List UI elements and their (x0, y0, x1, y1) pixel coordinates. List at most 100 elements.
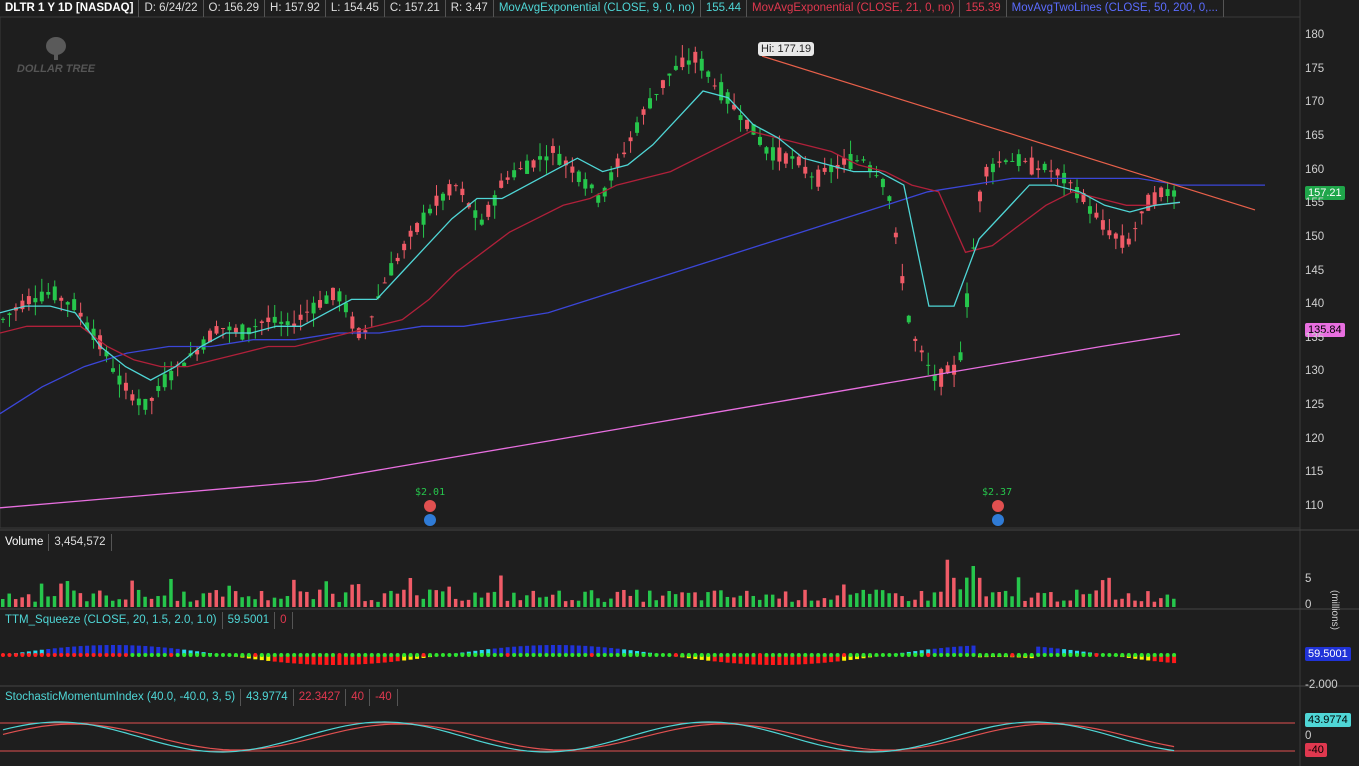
squeeze-dot (402, 653, 407, 657)
volume-bar (130, 580, 134, 607)
volume-label[interactable]: Volume (0, 534, 50, 551)
squeeze-bar (945, 647, 950, 655)
squeeze-dot (867, 653, 872, 657)
chart-header: DLTR 1 Y 1D [NASDAQ] D: 6/24/22 O: 156.2… (0, 0, 1224, 17)
squeeze-bar (382, 655, 387, 663)
candle-body (1165, 189, 1170, 196)
squeeze-label[interactable]: TTM_Squeeze (CLOSE, 20, 1.5, 2.0, 1.0) (0, 612, 223, 629)
squeeze-bar (958, 646, 963, 655)
squeeze-bar (751, 655, 756, 665)
squeeze-dot (363, 653, 368, 657)
price-tick: 135 (1305, 331, 1325, 344)
candle-body (576, 171, 581, 183)
volume-bar (719, 590, 723, 607)
squeeze-bar (318, 655, 323, 665)
candle-body (732, 104, 737, 110)
squeeze-dot (110, 653, 115, 657)
candle-body (1, 318, 5, 320)
candle-body (1100, 220, 1105, 230)
squeeze-bar (732, 655, 737, 664)
smi-label[interactable]: StochasticMomentumIndex (40.0, -40.0, 3,… (0, 689, 242, 706)
squeeze-bar (796, 655, 801, 665)
candle-body (712, 85, 717, 87)
volume-bar (428, 589, 432, 607)
volume-bar (1094, 590, 1098, 607)
volume-bar (867, 593, 872, 607)
squeeze-bar (292, 655, 297, 664)
squeeze-bar (59, 647, 64, 655)
squeeze-dot (253, 653, 258, 657)
squeeze-bar (602, 647, 607, 655)
volume-tick-5: 5 (1305, 573, 1312, 585)
squeeze-dot (408, 653, 413, 657)
squeeze-dot (1139, 653, 1144, 657)
squeeze-dot (803, 653, 808, 657)
squeeze-dot (990, 653, 995, 657)
squeeze-bar (65, 647, 70, 655)
volume-bar (686, 592, 691, 607)
volume-bar (984, 596, 988, 607)
volume-bar (149, 598, 154, 607)
squeeze-bar (1055, 648, 1060, 655)
squeeze-dot (188, 653, 193, 657)
squeeze-bar (757, 655, 762, 665)
candle-body (628, 137, 633, 142)
candle-body (751, 124, 756, 135)
volume-bar (570, 600, 574, 607)
squeeze-dot (233, 653, 238, 657)
squeeze-dot (738, 653, 743, 657)
candle-body (59, 297, 64, 301)
squeeze-bar (182, 649, 187, 655)
volume-bar (104, 595, 109, 607)
volume-bar (945, 559, 950, 607)
volume-bar (363, 601, 367, 607)
volume-bar (648, 590, 652, 607)
candle-body (324, 295, 329, 304)
ema21-label[interactable]: MovAvgExponential (CLOSE, 21, 0, no) (747, 0, 961, 17)
volume-bar (337, 601, 341, 607)
squeeze-bar (835, 655, 840, 662)
squeeze-dot (440, 653, 445, 657)
smi-v2: 22.3427 (294, 689, 347, 706)
squeeze-bar (376, 655, 381, 664)
candle-body (20, 300, 25, 310)
volume-bar (906, 601, 911, 607)
ema9-label[interactable]: MovAvgExponential (CLOSE, 9, 0, no) (494, 0, 701, 17)
squeeze-bar (615, 648, 620, 655)
squeeze-bar (738, 655, 743, 664)
volume-bar (1100, 580, 1105, 607)
volume-bar (919, 590, 924, 607)
squeeze-dot (563, 653, 568, 657)
volume-bar (538, 597, 542, 607)
squeeze-dot (324, 653, 329, 657)
volume-bar (596, 598, 600, 607)
candle-body (952, 364, 957, 375)
squeeze-bar (518, 646, 523, 655)
volume-bar (518, 600, 523, 607)
price-tick: 130 (1305, 365, 1325, 378)
volume-bar (693, 592, 697, 607)
squeeze-dot (447, 653, 452, 657)
candle-body (279, 321, 284, 324)
tree-icon: DOLLAR TREE (17, 37, 96, 75)
volume-bar (803, 589, 807, 607)
squeeze-dot (85, 653, 90, 657)
candle-body (887, 196, 892, 201)
candle-body (182, 362, 187, 368)
candle-body (945, 365, 950, 374)
squeeze-bar (408, 655, 413, 660)
candle-body (447, 184, 452, 196)
candle-body (272, 316, 277, 323)
volume-bar (201, 593, 206, 607)
ma2-label[interactable]: MovAvgTwoLines (CLOSE, 50, 200, 0,... (1007, 0, 1224, 17)
candle-body (220, 328, 225, 330)
candle-body (440, 193, 445, 201)
squeeze-dot (1146, 653, 1151, 657)
squeeze-bar (350, 655, 355, 665)
squeeze-dot (757, 653, 762, 657)
volume-bar (1126, 593, 1131, 607)
volume-bar (208, 592, 212, 607)
symbol-label[interactable]: DLTR 1 Y 1D [NASDAQ] (0, 0, 140, 17)
squeeze-dot (466, 653, 471, 657)
dividend-label-1: $2.01 (415, 487, 446, 498)
